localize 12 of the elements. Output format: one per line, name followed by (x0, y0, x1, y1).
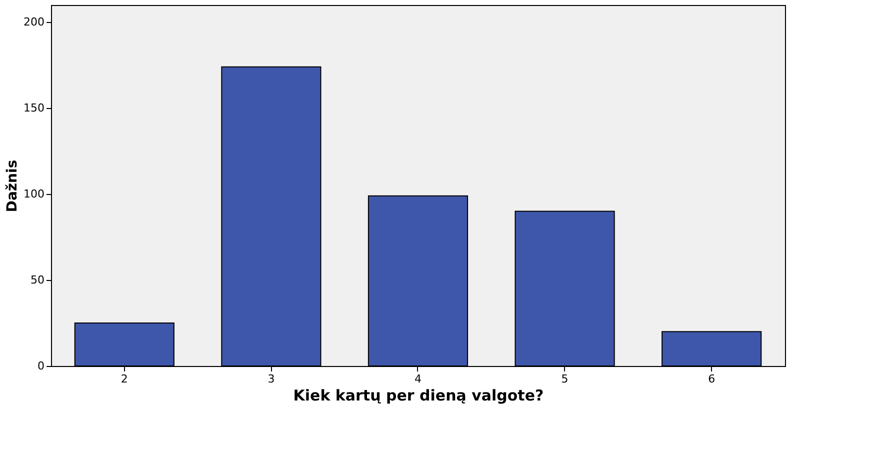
y-tick-label: 150 (24, 102, 44, 115)
y-tick-label: 100 (24, 188, 44, 201)
x-tick-label: 4 (414, 372, 422, 386)
x-axis-title: Kiek kartų per dieną valgote? (293, 386, 544, 404)
x-tick-label: 2 (120, 372, 128, 386)
y-tick-label: 50 (30, 274, 44, 287)
x-tick-label: 6 (708, 372, 716, 386)
x-tick-label: 3 (268, 372, 275, 386)
y-tick-label: 0 (38, 360, 44, 372)
y-tick-label: 200 (24, 16, 44, 29)
x-tick-label: 5 (561, 372, 568, 386)
y-axis-title: Dažnis (4, 160, 21, 212)
